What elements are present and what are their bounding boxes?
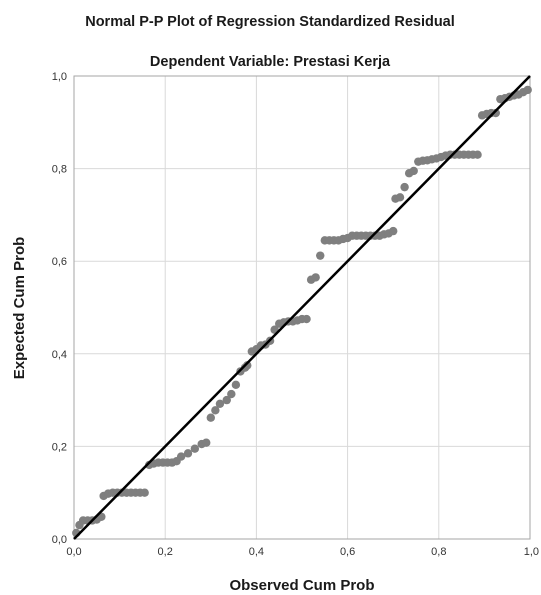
data-point	[190, 444, 200, 453]
data-point	[211, 406, 220, 415]
data-point	[176, 452, 186, 461]
x-tick-label: 0,6	[340, 546, 355, 558]
x-tick-label: 0,8	[431, 546, 446, 558]
x-tick-label: 0,0	[66, 546, 81, 558]
data-point	[395, 193, 405, 202]
y-tick-label: 0,4	[52, 349, 67, 361]
y-tick-label: 0,0	[52, 534, 67, 546]
reference-line-layer	[73, 75, 531, 540]
data-point	[316, 251, 325, 260]
data-point	[409, 166, 418, 176]
data-point	[523, 85, 532, 95]
data-point	[227, 389, 236, 399]
y-tick-label: 0,2	[52, 441, 67, 453]
y-tick-labels: 0,0 0,2 0,4 0,6 0,8 1,0	[52, 71, 67, 546]
data-point	[311, 273, 320, 282]
x-tick-label: 0,2	[158, 546, 173, 558]
data-point	[183, 449, 193, 458]
y-tick-label: 1,0	[52, 71, 67, 83]
data-point	[302, 314, 311, 324]
data-point	[400, 182, 409, 192]
data-point	[231, 380, 241, 390]
chart-subtitle: Dependent Variable: Prestasi Kerja	[150, 54, 391, 70]
data-point	[243, 361, 252, 370]
y-tick-label: 0,8	[52, 164, 67, 176]
data-point	[222, 395, 231, 405]
y-tick-label: 0,6	[52, 256, 67, 268]
x-tick-label: 0,4	[249, 546, 264, 558]
data-point	[202, 438, 211, 447]
grid	[74, 76, 530, 539]
data-point	[389, 226, 398, 236]
plot-frame	[73, 75, 531, 540]
x-axis-label: Observed Cum Prob	[229, 577, 374, 594]
data-point	[206, 413, 215, 422]
data-point	[473, 150, 482, 159]
data-point	[140, 488, 149, 497]
chart-title: Normal P-P Plot of Regression Standardiz…	[85, 14, 455, 30]
data-point	[491, 108, 500, 118]
y-axis-label: Expected Cum Prob	[11, 237, 28, 380]
data-point	[215, 399, 225, 409]
reference-line	[73, 75, 531, 540]
x-tick-label: 1,0	[524, 546, 539, 558]
x-tick-labels: 0,0 0,2 0,4 0,6 0,8 1,0	[66, 546, 539, 558]
